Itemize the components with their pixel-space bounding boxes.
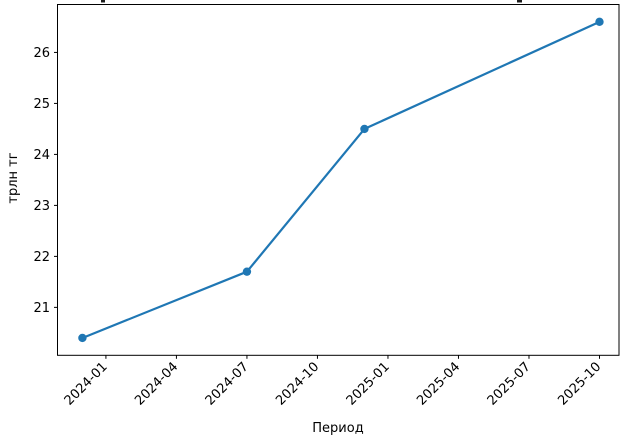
clipped-title-fragment [101,0,105,3]
y-tick-label: 24 [33,148,50,163]
series-line [81,20,601,340]
x-tick-label: 2024-07 [203,360,252,409]
y-tick-label: 23 [33,199,50,214]
data-point-marker [78,333,87,343]
data-point-marker [595,17,604,27]
y-tick-label: 22 [33,250,50,265]
x-axis-title: Период [312,421,364,436]
y-axis-title: трлн тг [6,152,21,204]
x-tick-label: 2024-10 [273,360,322,409]
data-point-marker [360,124,369,134]
plot-border [57,4,620,356]
x-tick-label: 2025-01 [344,360,393,409]
y-tick-label: 25 [33,97,50,112]
x-tick-label: 2025-04 [414,360,463,409]
data-point-marker [242,267,252,276]
y-tick-label: 21 [33,301,50,316]
x-tick-label: 2025-10 [555,360,604,409]
x-tick-label: 2025-07 [485,360,534,409]
y-tick-label: 26 [33,46,50,61]
x-tick-label: 2024-04 [132,360,181,409]
x-tick-label: 2024-01 [62,360,111,409]
clipped-title-fragment [517,0,522,3]
